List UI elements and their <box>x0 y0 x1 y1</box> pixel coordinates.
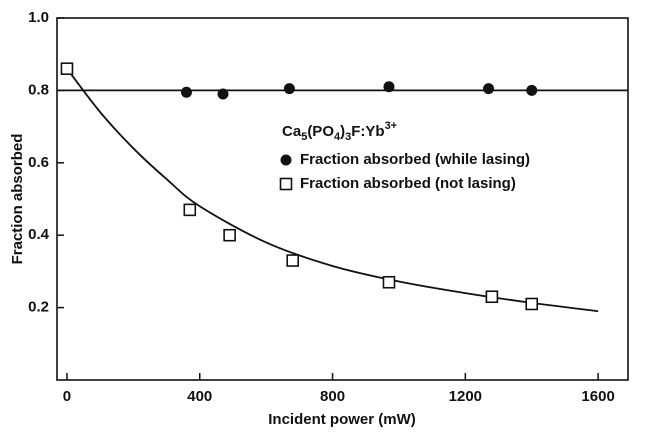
point <box>60 62 74 75</box>
x-tick-label: 800 <box>320 388 345 405</box>
point <box>382 275 396 289</box>
x-tick-label: 1200 <box>449 388 482 405</box>
legend-title: Ca5(PO4)3F:Yb3+ <box>282 120 397 143</box>
legend-title-part: 3+ <box>385 120 398 132</box>
plot-frame <box>56 17 629 381</box>
point <box>180 86 192 98</box>
legend-title-part: ) <box>340 123 345 140</box>
point <box>283 83 295 95</box>
legend-title-part: 3 <box>345 131 351 143</box>
y-tick-label: 0.6 <box>28 154 49 171</box>
point <box>183 203 197 217</box>
legend-label: Fraction absorbed (while lasing) <box>300 151 530 168</box>
point <box>383 81 395 93</box>
point <box>526 84 538 96</box>
y-tick-label: 0.2 <box>28 299 49 316</box>
point <box>217 88 229 100</box>
legend-marker <box>280 154 292 166</box>
y-tick-label: 0.8 <box>28 81 49 98</box>
x-tick-label: 400 <box>187 388 212 405</box>
legend-title-part: F:Yb <box>351 123 384 140</box>
point <box>485 290 499 304</box>
point <box>483 83 495 95</box>
y-tick-label: 1.0 <box>28 9 49 26</box>
legend-marker <box>279 177 293 191</box>
x-tick-label: 1600 <box>581 388 614 405</box>
legend-label: Fraction absorbed (not lasing) <box>300 175 516 192</box>
legend-title-part: 4 <box>334 131 341 143</box>
point <box>525 297 539 311</box>
point <box>223 228 236 242</box>
legend-title-part: 5 <box>301 131 307 143</box>
y-axis-label: Fraction absorbed <box>9 134 26 265</box>
point <box>286 254 300 267</box>
x-tick-label: 0 <box>63 388 71 405</box>
legend-title-part: (PO <box>307 123 334 140</box>
x-axis-label: Incident power (mW) <box>268 411 416 428</box>
legend-title-part: Ca <box>282 123 302 140</box>
y-tick-label: 0.4 <box>28 226 50 243</box>
